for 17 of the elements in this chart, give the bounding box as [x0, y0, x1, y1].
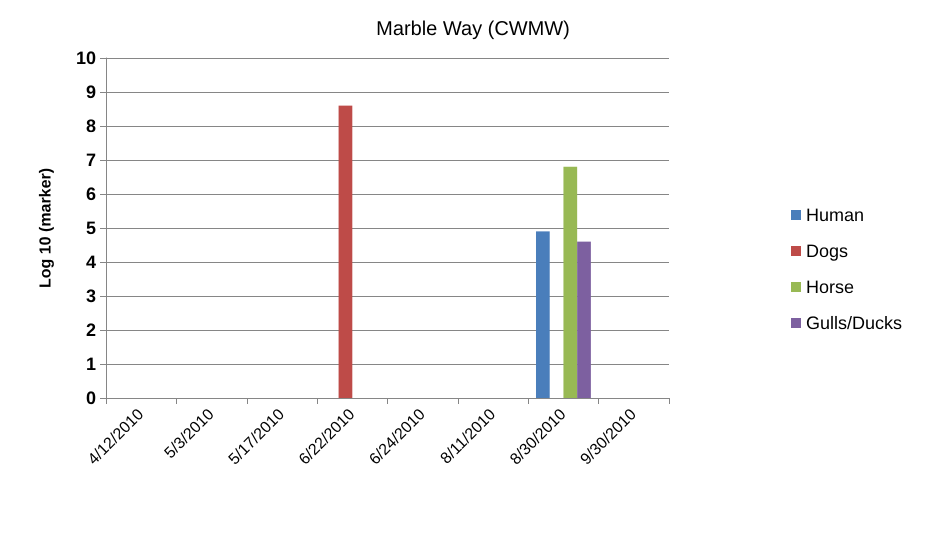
chart-title: Marble Way (CWMW) — [376, 18, 570, 40]
y-tick-label: 5 — [86, 218, 96, 238]
legend-label: Dogs — [806, 241, 848, 261]
y-tick-label: 0 — [86, 388, 96, 408]
y-tick-label: 10 — [76, 48, 96, 68]
y-tick-label: 7 — [86, 150, 96, 170]
y-tick-label: 2 — [86, 320, 96, 340]
legend-label: Gulls/Ducks — [806, 313, 902, 333]
y-tick-label: 4 — [86, 252, 96, 272]
y-axis-title: Log 10 (marker) — [38, 168, 54, 288]
y-tick-label: 3 — [86, 286, 96, 306]
legend-label: Horse — [806, 277, 854, 297]
y-tick-label: 1 — [86, 354, 96, 374]
y-tick-label: 8 — [86, 116, 96, 136]
legend-label: Human — [806, 205, 864, 225]
y-tick-label: 6 — [86, 184, 96, 204]
y-tick-label: 9 — [86, 82, 96, 102]
